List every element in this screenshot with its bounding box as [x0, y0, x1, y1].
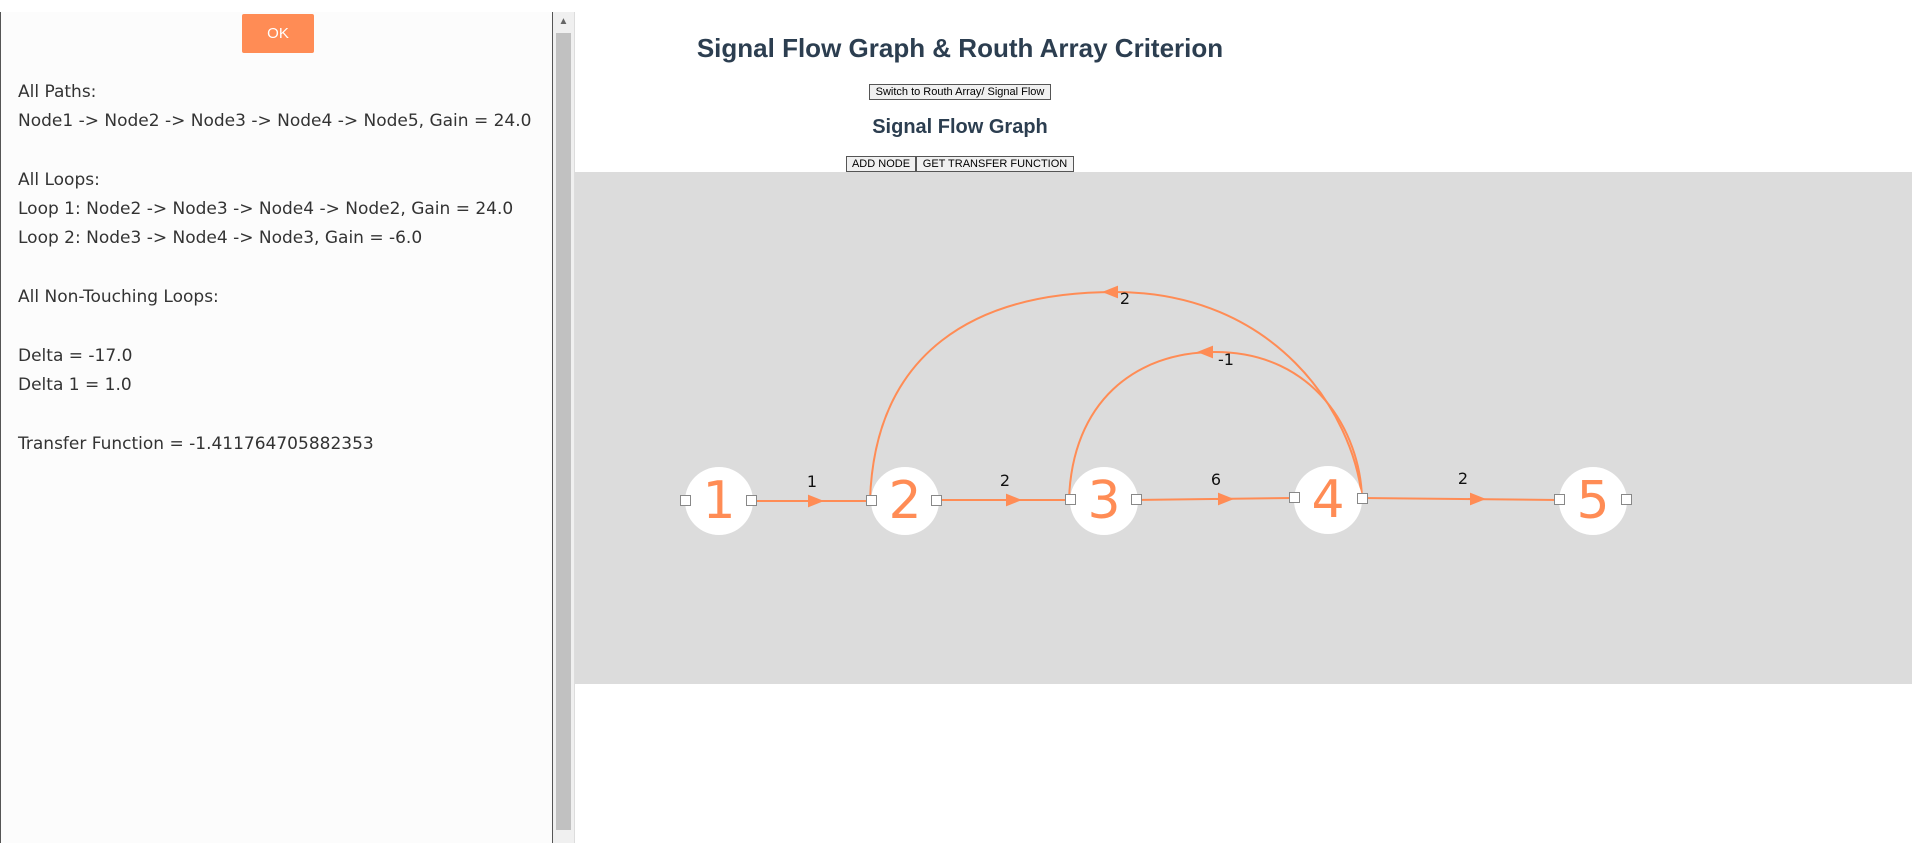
node-input-handle[interactable] [1554, 494, 1565, 505]
add-node-button[interactable]: ADD NODE [846, 156, 916, 172]
results-line [18, 137, 538, 166]
results-panel: OK All Paths: Node1 -> Node2 -> Node3 ->… [0, 12, 553, 843]
results-line: All Loops: [18, 169, 100, 190]
edge-gain-label: 6 [1210, 470, 1222, 489]
get-transfer-function-button[interactable]: GET TRANSFER FUNCTION [916, 156, 1074, 172]
scroll-up-arrow-icon[interactable]: ▲ [558, 16, 569, 27]
node-output-handle[interactable] [931, 495, 942, 506]
node-output-handle[interactable] [1621, 494, 1632, 505]
graph-node[interactable]: 3 [1070, 467, 1138, 535]
switch-mode-button[interactable]: Switch to Routh Array/ Signal Flow [869, 84, 1051, 100]
section-title: Signal Flow Graph [872, 116, 1048, 138]
edge-gain-label: 2 [1119, 289, 1131, 308]
edge-4-3[interactable] [1068, 350, 1363, 501]
graph-node[interactable]: 1 [685, 467, 753, 535]
results-line: Node1 -> Node2 -> Node3 -> Node4 -> Node… [18, 111, 532, 132]
graph-node[interactable]: 5 [1559, 467, 1627, 535]
node-input-handle[interactable] [680, 495, 691, 506]
results-line [18, 312, 538, 341]
node-output-handle[interactable] [746, 495, 757, 506]
edge-gain-label: -1 [1218, 350, 1234, 369]
scrollbar[interactable]: ▲ [553, 12, 575, 843]
edge-gain-label: 2 [999, 471, 1011, 490]
graph-canvas[interactable]: 1 2 6 2 2 -1 1 2 3 4 5 [575, 172, 1912, 684]
edge-gain-label: 1 [806, 472, 818, 491]
results-line: Transfer Function = -1.411764705882353 [18, 433, 374, 454]
node-output-handle[interactable] [1131, 494, 1142, 505]
edge-gain-label: 2 [1457, 469, 1469, 488]
results-line: All Paths: [18, 82, 97, 102]
node-input-handle[interactable] [866, 495, 877, 506]
node-output-handle[interactable] [1357, 493, 1368, 504]
results-text: All Paths: Node1 -> Node2 -> Node3 -> No… [18, 78, 538, 459]
graph-node[interactable]: 4 [1294, 466, 1362, 534]
edge-4-5[interactable] [1361, 497, 1559, 501]
node-input-handle[interactable] [1289, 492, 1300, 503]
results-line [18, 400, 538, 429]
results-line [18, 254, 538, 283]
graph-node[interactable]: 2 [871, 467, 939, 535]
results-line: Delta = -17.0 [18, 345, 133, 366]
scroll-thumb[interactable] [556, 33, 571, 830]
node-input-handle[interactable] [1065, 494, 1076, 505]
results-line: All Non-Touching Loops: [18, 287, 219, 308]
graph-edges [751, 285, 1559, 508]
results-line: Loop 2: Node3 -> Node4 -> Node3, Gain = … [18, 228, 423, 249]
results-line: Delta 1 = 1.0 [18, 374, 132, 395]
ok-button[interactable]: OK [242, 14, 314, 53]
results-line: Loop 1: Node2 -> Node3 -> Node4 -> Node2… [18, 199, 514, 220]
page-title: Signal Flow Graph & Routh Array Criterio… [696, 33, 1224, 63]
edge-3-4[interactable] [1135, 497, 1294, 501]
